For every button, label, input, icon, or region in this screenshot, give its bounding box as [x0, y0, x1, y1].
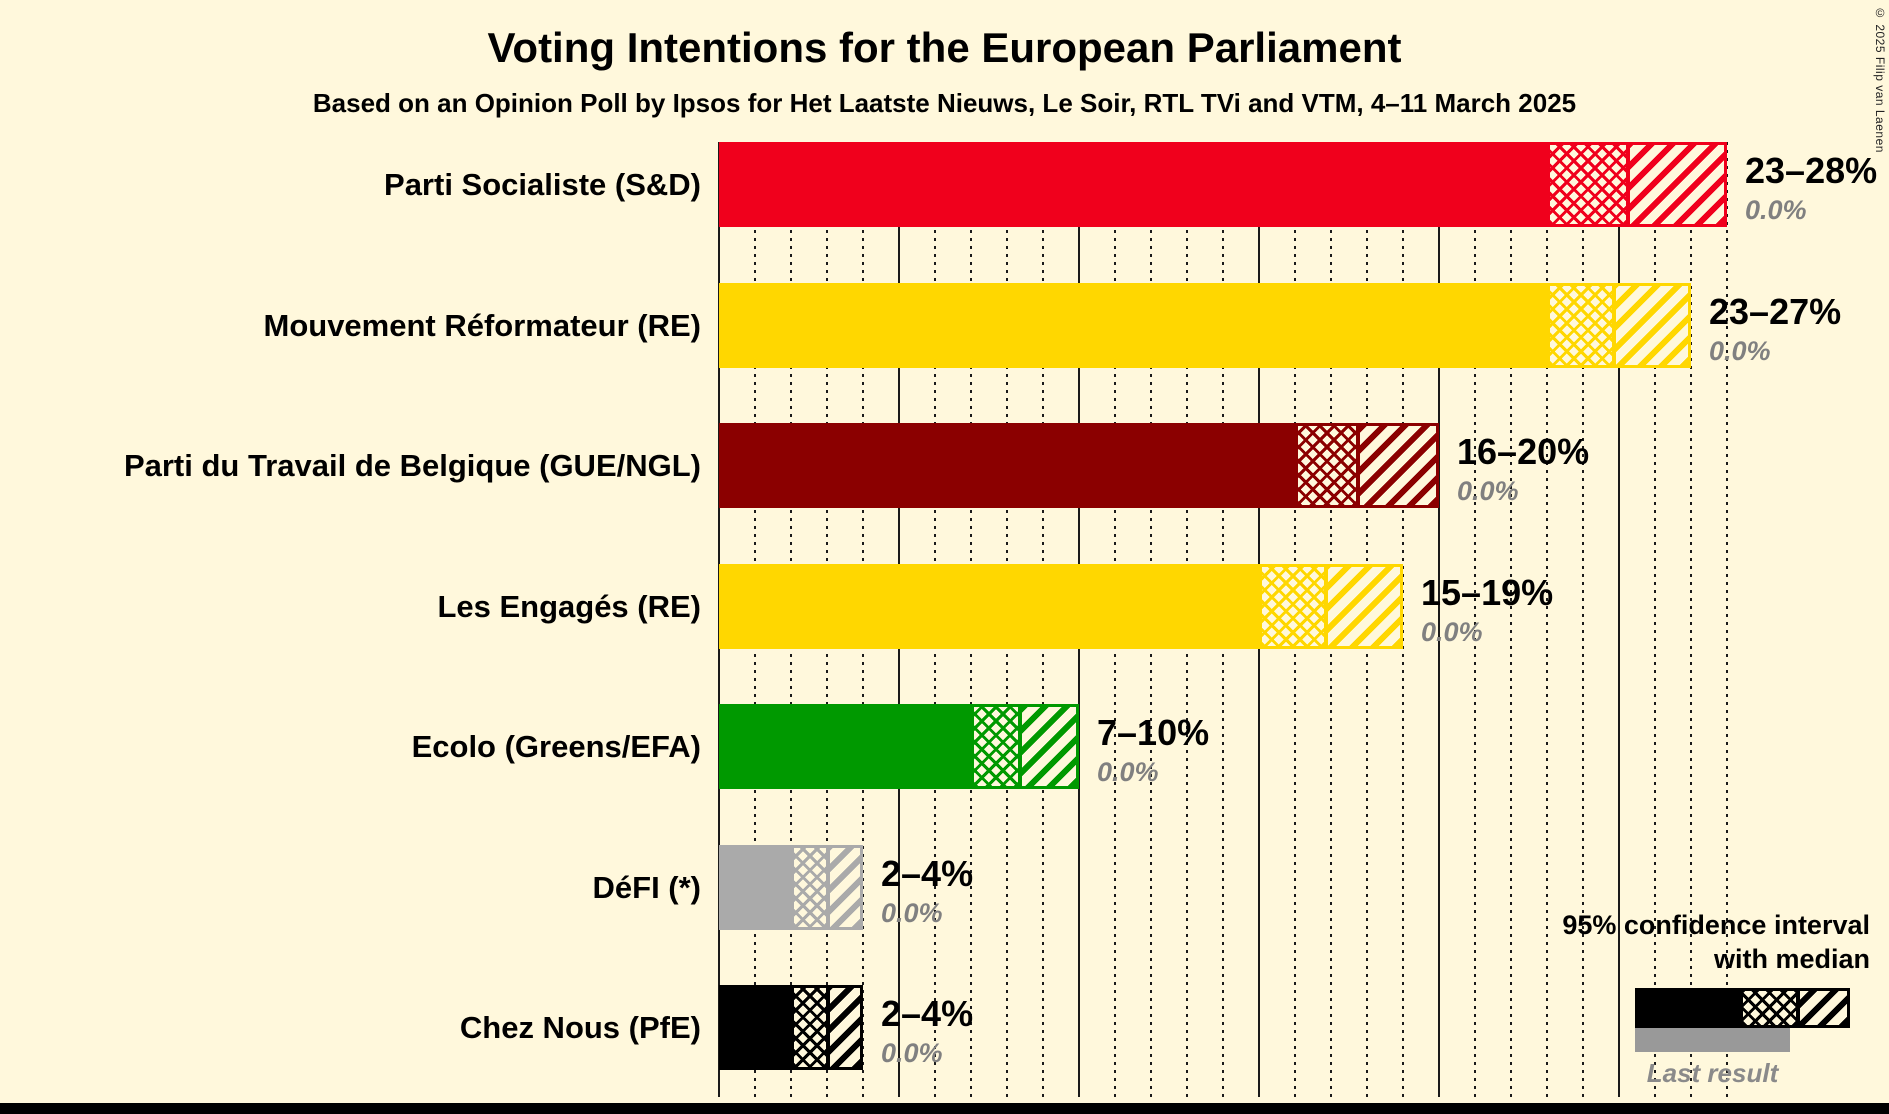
last-result-label: 0.0%	[881, 898, 943, 928]
crosshatch-low-to-median	[1550, 286, 1616, 365]
range-label: 23–28%	[1745, 150, 1878, 191]
confidence-bar	[719, 704, 1079, 789]
gridline-minor	[1402, 142, 1404, 1097]
chart-row: Parti du Travail de Belgique (GUE/NGL) 16…	[0, 423, 1889, 508]
party-label: Parti Socialiste (S&D)	[384, 166, 701, 202]
crosshatch-low-to-median	[1550, 145, 1631, 224]
legend-sample-crosshatch-segment	[1743, 991, 1801, 1025]
last-result-label: 0.0%	[1709, 336, 1771, 366]
party-label: Les Engagés (RE)	[437, 588, 701, 624]
gridline-minor	[1582, 142, 1584, 1097]
value-labels: 23–27% 0.0%	[1709, 291, 1841, 367]
gridline-major	[1618, 142, 1620, 1097]
chart-row: DéFI (*) 2–4% 0.0%	[0, 845, 1889, 930]
last-result-label: 0.0%	[1097, 757, 1159, 787]
legend: 95% confidence interval with median Last…	[1450, 908, 1870, 1088]
legend-sample-solid-segment	[1635, 988, 1740, 1028]
confidence-interval-segment	[791, 985, 863, 1070]
gridline-minor	[1510, 142, 1512, 1097]
confidence-interval-segment	[1547, 283, 1691, 368]
crosshatch-low-to-median	[1298, 426, 1361, 505]
legend-sample-diagonal-segment	[1800, 991, 1847, 1025]
confidence-interval-segment	[971, 704, 1079, 789]
value-labels: 7–10% 0.0%	[1097, 712, 1209, 788]
legend-ci-label-line1: 95% confidence interval	[1562, 910, 1870, 940]
last-result-label: 0.0%	[1421, 617, 1483, 647]
value-labels: 23–28% 0.0%	[1745, 150, 1877, 226]
legend-sample-confidence-interval	[1740, 988, 1850, 1028]
gridline-minor	[1654, 142, 1656, 1097]
chart-row: Ecolo (Greens/EFA) 7–10% 0.0%	[0, 704, 1889, 789]
bar-solid-segment	[719, 704, 971, 789]
chart-title: Voting Intentions for the European Parli…	[487, 24, 1402, 71]
crosshatch-low-to-median	[974, 707, 1022, 786]
gridline-minor	[1474, 142, 1476, 1097]
copyright-note: © 2025 Filip van Laenen	[1873, 6, 1887, 153]
legend-ci-sample-bar	[1635, 988, 1850, 1028]
value-labels: 15–19% 0.0%	[1421, 572, 1553, 648]
value-labels: 2–4% 0.0%	[881, 853, 973, 929]
party-label: DéFI (*)	[592, 869, 702, 905]
chart-subtitle: Based on an Opinion Poll by Ipsos for He…	[312, 88, 1577, 118]
range-label: 2–4%	[881, 993, 974, 1034]
gridline-major	[1438, 142, 1440, 1097]
crosshatch-low-to-median	[1262, 567, 1328, 646]
chart-row: Mouvement Réformateur (RE) 23–27% 0.0%	[0, 283, 1889, 368]
crosshatch-low-to-median	[794, 988, 831, 1067]
range-label: 16–20%	[1457, 431, 1590, 472]
value-labels: 16–20% 0.0%	[1457, 431, 1589, 507]
bottom-edge-bar	[0, 1103, 1889, 1114]
bar-solid-segment	[719, 142, 1547, 227]
confidence-interval-segment	[791, 845, 863, 930]
chart-row: Les Engagés (RE) 15–19% 0.0%	[0, 564, 1889, 649]
diagonal-median-to-high	[1327, 567, 1400, 646]
bar-solid-segment	[719, 564, 1259, 649]
chart-row: Parti Socialiste (S&D) 23–28% 0.0%	[0, 142, 1889, 227]
confidence-interval-segment	[1259, 564, 1403, 649]
confidence-interval-segment	[1295, 423, 1439, 508]
diagonal-median-to-high	[830, 988, 860, 1067]
value-labels: 2–4% 0.0%	[881, 993, 973, 1069]
range-label: 23–27%	[1709, 291, 1842, 332]
confidence-bar	[719, 283, 1691, 368]
chart-row: Chez Nous (PfE) 2–4% 0.0%	[0, 985, 1889, 1070]
diagonal-median-to-high	[1615, 286, 1688, 365]
confidence-interval-segment	[1547, 142, 1727, 227]
diagonal-median-to-high	[1360, 426, 1436, 505]
diagonal-median-to-high	[1630, 145, 1724, 224]
crosshatch-low-to-median	[794, 848, 831, 927]
bar-solid-segment	[719, 283, 1547, 368]
gridline-minor	[1726, 142, 1728, 1097]
legend-last-result-label: Last result	[1646, 1058, 1779, 1088]
gridline-minor	[1546, 142, 1548, 1097]
confidence-bar	[719, 845, 863, 930]
bar-solid-segment	[719, 985, 791, 1070]
last-result-label: 0.0%	[881, 1038, 943, 1068]
party-label: Chez Nous (PfE)	[459, 1009, 701, 1045]
party-label: Ecolo (Greens/EFA)	[411, 728, 701, 764]
diagonal-median-to-high	[1021, 707, 1076, 786]
diagonal-median-to-high	[830, 848, 860, 927]
last-result-label: 0.0%	[1745, 195, 1807, 225]
confidence-bar	[719, 423, 1439, 508]
range-label: 7–10%	[1097, 712, 1210, 753]
bar-solid-segment	[719, 845, 791, 930]
legend-ci-label-line2: with median	[1713, 944, 1870, 974]
confidence-bar	[719, 142, 1727, 227]
range-label: 15–19%	[1421, 572, 1554, 613]
party-label: Parti du Travail de Belgique (GUE/NGL)	[123, 447, 701, 483]
party-label: Mouvement Réformateur (RE)	[263, 307, 702, 343]
confidence-bar	[719, 985, 863, 1070]
legend-last-result-bar	[1635, 1028, 1790, 1052]
confidence-bar	[719, 564, 1403, 649]
last-result-label: 0.0%	[1457, 476, 1519, 506]
gridline-minor	[1690, 142, 1692, 1097]
bar-solid-segment	[719, 423, 1295, 508]
range-label: 2–4%	[881, 853, 974, 894]
